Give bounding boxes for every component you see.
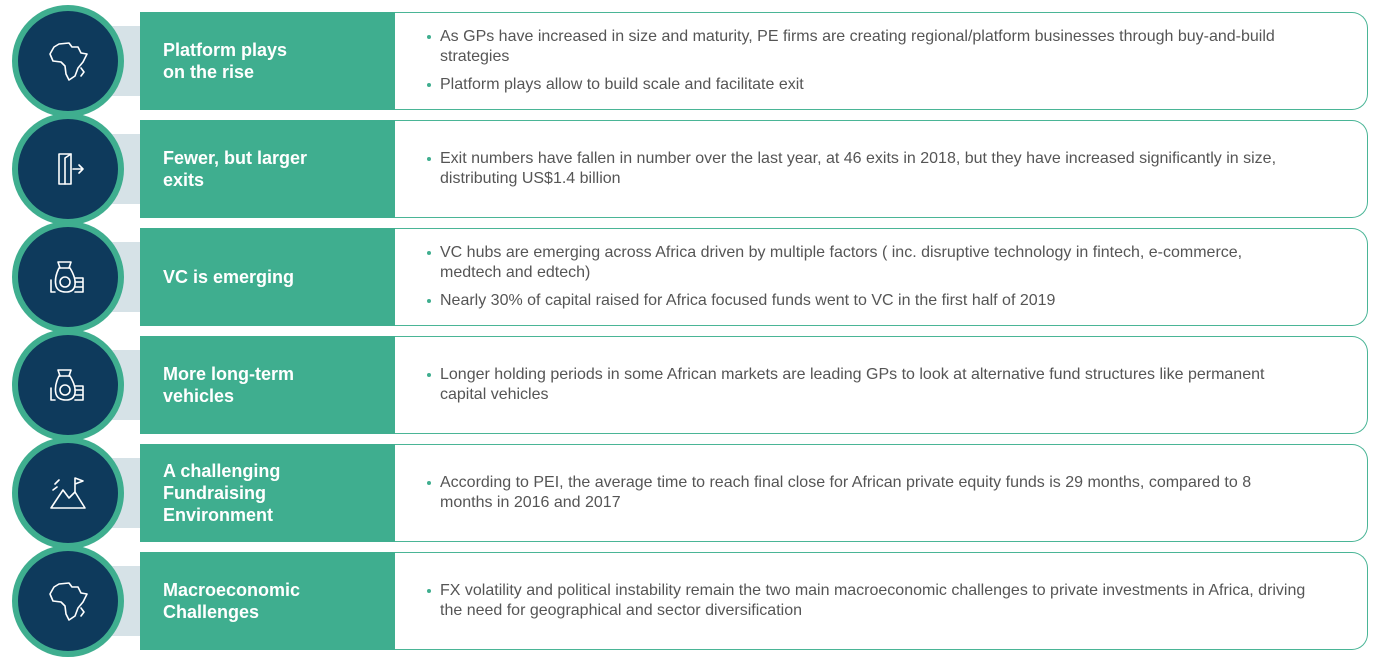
row-title: A challenging Fundraising Environment bbox=[163, 461, 281, 525]
icon-circle bbox=[12, 113, 124, 225]
fundraising-icon bbox=[50, 477, 86, 509]
africa-icon bbox=[49, 42, 88, 81]
bullet: Nearly 30% of capital raised for Africa … bbox=[427, 291, 1307, 311]
africa-icon bbox=[49, 582, 88, 621]
row-title: More long-term vehicles bbox=[163, 364, 295, 406]
exit-icon bbox=[58, 153, 84, 185]
icon-circle bbox=[12, 221, 124, 333]
icon-circle bbox=[12, 545, 124, 657]
bullet: As GPs have increased in size and maturi… bbox=[427, 27, 1307, 67]
row: VC is emerging VC hubs are emerging acros… bbox=[0, 221, 1375, 333]
title-box: VC is emerging bbox=[140, 228, 395, 326]
money-bag-icon bbox=[50, 261, 84, 293]
title-box: A challenging Fundraising Environment bbox=[140, 444, 395, 542]
text-box: Longer holding periods in some African m… bbox=[395, 336, 1368, 434]
row-title: VC is emerging bbox=[163, 267, 295, 287]
bullet: According to PEI, the average time to re… bbox=[427, 473, 1307, 513]
money-bag-icon bbox=[50, 369, 84, 401]
bullet: Platform plays allow to build scale and … bbox=[427, 75, 1307, 95]
title-box: Platform plays on the rise bbox=[140, 12, 395, 110]
row-title: Macroeconomic Challenges bbox=[163, 580, 301, 622]
bullet: VC hubs are emerging across Africa drive… bbox=[427, 243, 1307, 283]
text-box: FX volatility and political instability … bbox=[395, 552, 1368, 650]
row: Platform plays on the rise As GPs have in… bbox=[0, 5, 1375, 117]
bullet: Longer holding periods in some African m… bbox=[427, 365, 1307, 405]
row: A challenging Fundraising Environment Acc… bbox=[0, 437, 1375, 549]
row-title: Platform plays on the rise bbox=[163, 40, 288, 82]
bullet: Exit numbers have fallen in number over … bbox=[427, 149, 1307, 189]
text-box: According to PEI, the average time to re… bbox=[395, 444, 1368, 542]
title-box: Macroeconomic Challenges bbox=[140, 552, 395, 650]
title-box: Fewer, but larger exits bbox=[140, 120, 395, 218]
icon-circle bbox=[12, 329, 124, 441]
title-box: More long-term vehicles bbox=[140, 336, 395, 434]
row: Fewer, but larger exits Exit numbers have… bbox=[0, 113, 1375, 225]
row: More long-term vehicles Longer holding pe… bbox=[0, 329, 1375, 441]
row: Macroeconomic Challenges FX volatility an… bbox=[0, 545, 1375, 657]
row-title: Fewer, but larger exits bbox=[163, 148, 308, 190]
bullet: FX volatility and political instability … bbox=[427, 582, 1306, 619]
icon-circle bbox=[12, 5, 124, 117]
page: {"rows": [ {"title": "Platform plays on … bbox=[0, 5, 1375, 657]
text-box: As GPs have increased in size and maturi… bbox=[395, 12, 1368, 110]
text-box: Exit numbers have fallen in number over … bbox=[395, 120, 1368, 218]
text-box: VC hubs are emerging across Africa drive… bbox=[395, 228, 1368, 326]
icon-circle bbox=[12, 437, 124, 549]
